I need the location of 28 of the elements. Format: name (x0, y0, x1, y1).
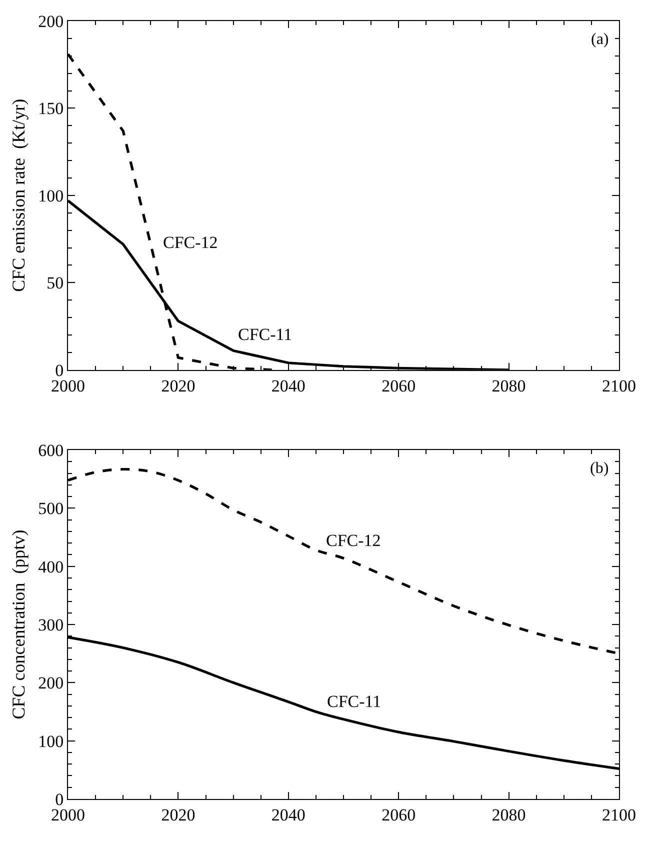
y-tick-label: 100 (38, 732, 64, 751)
y-axis-title: CFC concentration (pptv) (8, 530, 28, 720)
series-label: CFC-12 (163, 233, 218, 252)
y-tick-label: 600 (38, 441, 64, 460)
y-axis-title: CFC emission rate (Kt/yr) (8, 98, 28, 292)
annotation: (b) (590, 460, 609, 477)
series-label: CFC-11 (238, 325, 292, 344)
x-tick-label: 2020 (161, 805, 196, 824)
x-tick-label: 2040 (271, 805, 306, 824)
x-tick-label: 2080 (492, 376, 526, 396)
x-tick-label: 2040 (271, 376, 306, 396)
y-tick-label: 400 (38, 557, 64, 576)
series-label: CFC-12 (326, 531, 381, 550)
y-tick-label: 150 (38, 99, 64, 118)
y-tick-label: 200 (38, 674, 64, 693)
y-tick-label: 500 (38, 499, 64, 518)
y-tick-label: 300 (38, 615, 64, 634)
annotation: (a) (591, 31, 609, 48)
x-tick-label: 2060 (382, 805, 416, 824)
x-tick-label: 2100 (602, 376, 636, 396)
y-tick-label: 50 (46, 274, 64, 293)
x-tick-label: 2080 (492, 805, 526, 824)
series-label: CFC-11 (327, 692, 382, 711)
y-tick-label: 200 (38, 12, 64, 31)
x-tick-label: 2060 (382, 376, 416, 396)
x-tick-label: 2100 (602, 805, 636, 824)
x-tick-label: 2020 (161, 376, 196, 396)
y-tick-label: 100 (38, 186, 64, 206)
